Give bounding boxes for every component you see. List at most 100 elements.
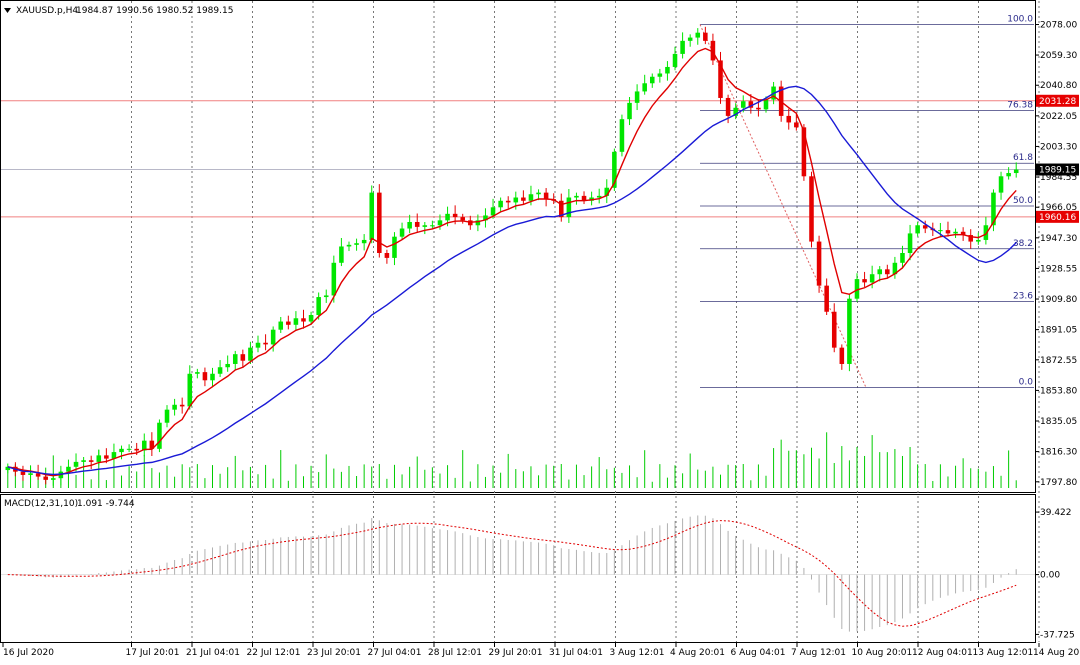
- candle-body[interactable]: [649, 76, 655, 84]
- candle-body[interactable]: [574, 195, 579, 198]
- candle-body[interactable]: [430, 225, 435, 227]
- candle-body[interactable]: [452, 213, 458, 218]
- candle-body[interactable]: [733, 107, 738, 116]
- candle-body[interactable]: [240, 354, 246, 361]
- candle-body[interactable]: [991, 192, 996, 226]
- candle-body[interactable]: [680, 40, 685, 54]
- candle-body[interactable]: [968, 235, 973, 242]
- candle-body[interactable]: [581, 195, 587, 201]
- candle-body[interactable]: [35, 473, 41, 477]
- candle-body[interactable]: [323, 295, 329, 298]
- candle-body[interactable]: [51, 478, 56, 480]
- candle-body[interactable]: [725, 97, 731, 116]
- candle-body[interactable]: [164, 409, 170, 423]
- candle-body[interactable]: [96, 455, 102, 462]
- candle-body[interactable]: [66, 466, 71, 472]
- candle-body[interactable]: [141, 440, 147, 451]
- candle-body[interactable]: [983, 225, 989, 240]
- candle-body[interactable]: [794, 122, 799, 128]
- candle-body[interactable]: [73, 461, 79, 467]
- candle-body[interactable]: [687, 37, 693, 41]
- candle-body[interactable]: [377, 192, 382, 253]
- candle-body[interactable]: [953, 231, 958, 234]
- candle-body[interactable]: [149, 440, 155, 449]
- candle-body[interactable]: [392, 236, 397, 258]
- candle-body[interactable]: [210, 373, 215, 381]
- symbol-dropdown-icon[interactable]: [4, 8, 11, 13]
- candle-body[interactable]: [308, 315, 314, 322]
- candle-body[interactable]: [354, 243, 359, 245]
- candle-body[interactable]: [960, 231, 966, 236]
- candle-body[interactable]: [119, 448, 124, 453]
- candle-body[interactable]: [801, 127, 807, 177]
- candle-body[interactable]: [505, 200, 511, 203]
- candle-body[interactable]: [5, 466, 11, 471]
- candle-body[interactable]: [490, 207, 496, 216]
- candle-body[interactable]: [202, 372, 208, 381]
- candle-body[interactable]: [566, 197, 572, 218]
- candle-body[interactable]: [521, 197, 526, 201]
- candle-body[interactable]: [786, 115, 792, 123]
- candle-body[interactable]: [854, 279, 860, 299]
- candle-body[interactable]: [922, 225, 928, 229]
- candle-body[interactable]: [361, 239, 367, 244]
- candle-body[interactable]: [513, 197, 519, 203]
- candle-body[interactable]: [316, 297, 321, 316]
- candle-body[interactable]: [104, 455, 109, 459]
- candle-body[interactable]: [270, 329, 276, 345]
- candle-body[interactable]: [437, 220, 443, 226]
- candle-body[interactable]: [187, 373, 193, 407]
- candle-body[interactable]: [824, 285, 829, 312]
- candle-body[interactable]: [885, 269, 890, 275]
- candle-body[interactable]: [263, 342, 268, 345]
- candle-body[interactable]: [612, 151, 617, 188]
- candle-body[interactable]: [407, 221, 412, 229]
- candle-body[interactable]: [976, 239, 981, 242]
- candle-body[interactable]: [831, 311, 837, 348]
- candle-body[interactable]: [445, 213, 450, 221]
- candle-body[interactable]: [225, 363, 230, 368]
- candle-body[interactable]: [232, 354, 238, 364]
- candle-body[interactable]: [414, 221, 420, 227]
- candle-body[interactable]: [816, 241, 822, 286]
- candle-body[interactable]: [195, 372, 200, 374]
- candle-body[interactable]: [111, 452, 117, 459]
- candle-body[interactable]: [657, 73, 663, 77]
- candle-body[interactable]: [627, 102, 632, 120]
- candle-body[interactable]: [877, 269, 883, 275]
- candle-body[interactable]: [422, 225, 428, 227]
- candle-body[interactable]: [88, 460, 94, 462]
- candle-body[interactable]: [460, 217, 465, 221]
- candle-body[interactable]: [703, 32, 708, 41]
- candle-body[interactable]: [301, 318, 306, 322]
- candle-body[interactable]: [339, 246, 344, 263]
- candle-body[interactable]: [998, 176, 1004, 193]
- candle-body[interactable]: [217, 367, 223, 374]
- candle-body[interactable]: [278, 321, 284, 330]
- candle-body[interactable]: [915, 225, 920, 234]
- candle-body[interactable]: [672, 53, 678, 67]
- candle-body[interactable]: [900, 253, 905, 263]
- candle-body[interactable]: [869, 274, 875, 283]
- candle-body[interactable]: [634, 91, 640, 103]
- candle-body[interactable]: [483, 215, 488, 221]
- candle-body[interactable]: [1013, 169, 1019, 174]
- candle-body[interactable]: [847, 298, 852, 364]
- candle-body[interactable]: [134, 448, 139, 451]
- candle-body[interactable]: [748, 101, 754, 108]
- candle-body[interactable]: [179, 404, 185, 407]
- candle-body[interactable]: [1006, 173, 1011, 177]
- candle-body[interactable]: [255, 342, 261, 348]
- candle-body[interactable]: [536, 192, 541, 195]
- candle-body[interactable]: [286, 321, 291, 325]
- candle-body[interactable]: [126, 448, 132, 450]
- candle-body[interactable]: [528, 194, 534, 201]
- candle-body[interactable]: [293, 318, 299, 325]
- candle-body[interactable]: [384, 253, 390, 258]
- candle-body[interactable]: [809, 176, 814, 242]
- candle-body[interactable]: [20, 471, 26, 475]
- candle-body[interactable]: [399, 228, 405, 237]
- candle-body[interactable]: [475, 220, 481, 226]
